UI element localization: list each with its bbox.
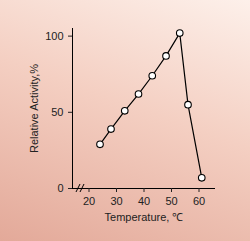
svg-text:40: 40 [138,195,150,207]
svg-text:20: 20 [83,195,95,207]
svg-text:50: 50 [51,106,63,118]
svg-text:0: 0 [57,182,63,194]
svg-text:60: 60 [193,195,205,207]
svg-text:Temperature, ℃: Temperature, ℃ [105,211,184,223]
svg-text:Relative Activity,%: Relative Activity,% [28,64,40,153]
svg-text:50: 50 [165,195,177,207]
svg-text:100: 100 [45,30,63,42]
svg-text:30: 30 [110,195,122,207]
